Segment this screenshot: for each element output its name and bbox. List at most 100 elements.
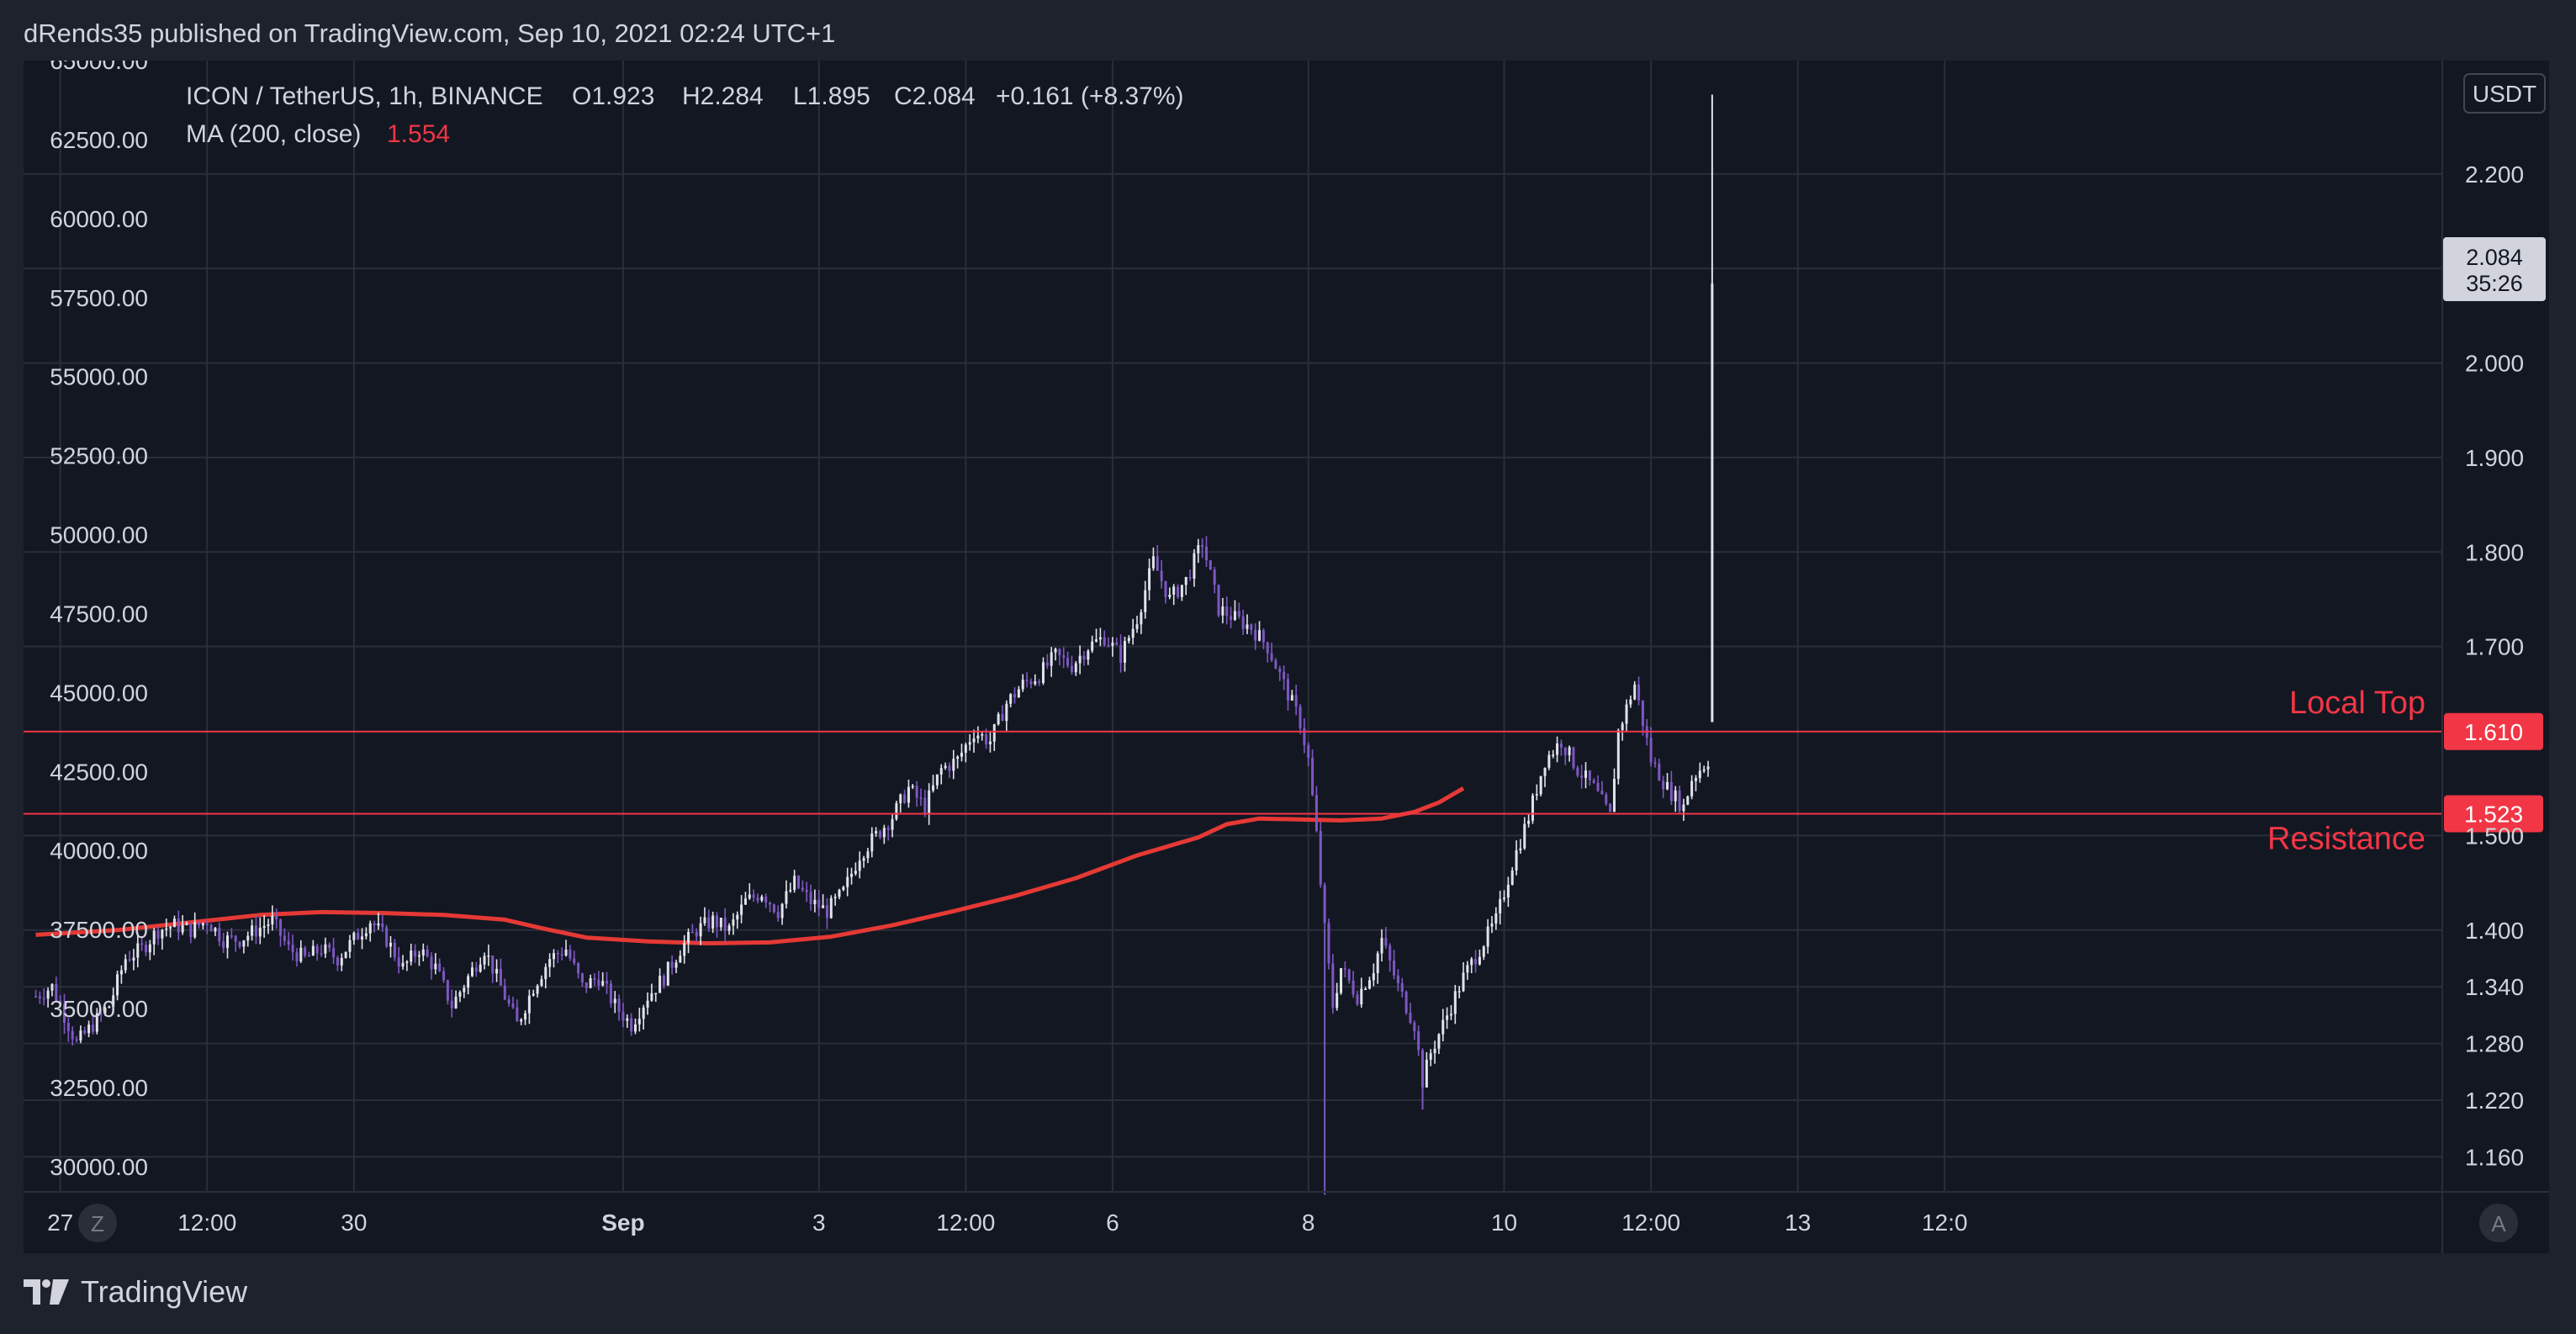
candle-body [1543, 767, 1547, 776]
candle-body [1294, 695, 1298, 707]
candle-body [1303, 728, 1306, 745]
candle-body [50, 983, 54, 991]
candle-body [275, 915, 278, 920]
candle-body [1082, 655, 1086, 660]
candle-body [116, 974, 119, 996]
candle-body [540, 979, 543, 986]
currency-label: USDT [2473, 81, 2536, 107]
candle-body [1556, 743, 1559, 755]
footer[interactable]: TradingView [24, 1274, 247, 1310]
candle-body [1111, 642, 1114, 646]
hline-label-1: Resistance [2267, 822, 2425, 857]
candle-body [474, 967, 478, 972]
candle-body [1091, 641, 1094, 651]
candle-body [1694, 777, 1697, 781]
candle-body [185, 923, 188, 925]
candle-body [1559, 743, 1563, 748]
candle-body [573, 958, 576, 964]
candle-body [438, 963, 442, 971]
candle-body [483, 956, 486, 965]
candle-body [242, 940, 246, 947]
auto-scale-button[interactable] [78, 1204, 117, 1242]
candle-body [609, 983, 612, 1003]
candle-body [654, 993, 658, 995]
candle-body [1098, 637, 1102, 640]
candle-body [1013, 694, 1017, 698]
left-axis-tick: 47500.00 [50, 601, 148, 627]
candle-body [606, 981, 609, 984]
candle-body [870, 833, 874, 852]
candle-body [976, 735, 980, 738]
candle-body [536, 985, 539, 994]
candle-body [1706, 766, 1710, 770]
candle-body [1674, 790, 1677, 802]
hline-price-badge-0 [2444, 712, 2543, 750]
candle-body [1462, 972, 1465, 992]
chart-area[interactable]: Local Top 1.610 Resistance 1.523 ICON / Tet… [24, 61, 2549, 1253]
candle-body [140, 943, 144, 945]
candle-body [1600, 791, 1604, 795]
candle-body [1331, 963, 1335, 1008]
candle-body [948, 765, 951, 771]
right-price-axis[interactable]: 2.2002.1002.0001.9001.8001.7001.5001.400… [2465, 161, 2524, 1171]
candle-body [1662, 781, 1665, 790]
footer-brand[interactable]: TradingView [81, 1274, 248, 1309]
time-axis-tick: 12:00 [1621, 1210, 1680, 1236]
candle-body [320, 953, 323, 955]
time-axis[interactable]: 27 12:00 30 Sep 3 12:00 6 8 10 12:00 13 12:0 [47, 1210, 1967, 1236]
candle-body [357, 932, 360, 940]
candle-body [1519, 848, 1522, 850]
candle-body [1515, 850, 1518, 871]
candle-body [368, 923, 372, 934]
candle-body [1421, 1050, 1425, 1088]
candle-body [1425, 1059, 1428, 1088]
candle-body [1286, 679, 1289, 701]
currency-badge[interactable] [2463, 73, 2546, 114]
candle-body [1217, 585, 1220, 616]
candle-body [1307, 744, 1310, 758]
price-chart[interactable]: Local Top 1.610 Resistance 1.523 ICON / Tet… [24, 61, 2549, 1253]
candle-body [842, 887, 845, 890]
candle-body [446, 980, 449, 1001]
candle-body [727, 925, 731, 931]
candle-body [59, 1000, 62, 1005]
candle-body [1563, 747, 1567, 755]
candle-body [1201, 545, 1204, 548]
moving-average-line [35, 786, 1465, 945]
candle-body [328, 944, 331, 949]
candle-body [311, 945, 315, 956]
candle-body [817, 899, 821, 908]
time-axis-tick: 12:00 [936, 1210, 995, 1236]
candle-body [1351, 980, 1355, 995]
candle-body [75, 1039, 78, 1041]
left-axis-tick: 55000.00 [50, 364, 148, 390]
candle-body [1535, 794, 1538, 796]
candle-body [1490, 923, 1494, 927]
left-axis-tick: 62500.00 [50, 127, 148, 153]
candle-body [267, 924, 270, 926]
price-axis-tick: 1.160 [2465, 1144, 2524, 1170]
horizontal-lines-layer[interactable]: Local Top 1.610 Resistance 1.523 [24, 686, 2543, 857]
candle-body [1188, 577, 1192, 579]
candle-body [128, 959, 131, 961]
candle-body [1168, 595, 1172, 597]
candle-body [1156, 556, 1159, 571]
candle-body [597, 979, 600, 986]
candle-body [968, 742, 971, 745]
candle-body [71, 1030, 74, 1040]
candle-body [833, 897, 837, 898]
candle-body [66, 1022, 70, 1031]
scale-button-right-label: A [2491, 1211, 2506, 1236]
price-axis-tick: 1.220 [2465, 1088, 2524, 1114]
candle-body [1327, 923, 1330, 964]
candle-body [662, 976, 665, 986]
candle-body [1429, 1053, 1432, 1060]
candle-body [1609, 803, 1612, 813]
candle-body [630, 1018, 633, 1032]
candle-body [907, 786, 910, 803]
candle-body [454, 996, 458, 1008]
candle-body [1506, 884, 1510, 898]
candle-body [805, 890, 808, 892]
candle-body [1572, 747, 1575, 768]
auto-fit-button[interactable] [2479, 1204, 2518, 1242]
